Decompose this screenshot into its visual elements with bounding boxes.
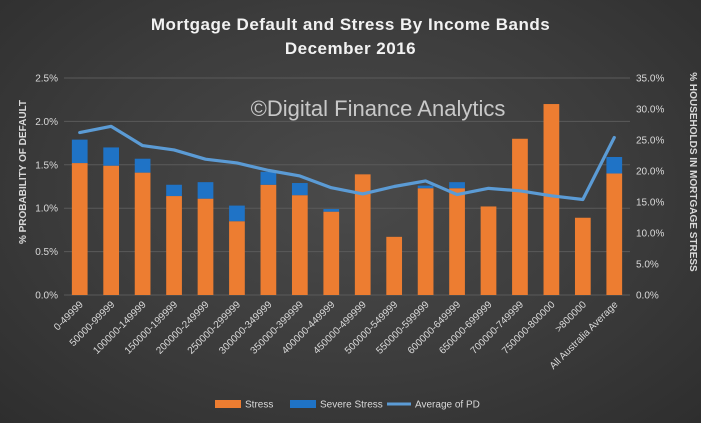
y2-tick-label: 35.0% bbox=[636, 74, 664, 85]
bar-stress bbox=[574, 217, 591, 295]
bar-severe-stress bbox=[606, 156, 623, 174]
y-tick-label: 2.0% bbox=[35, 117, 58, 128]
bar-stress bbox=[134, 172, 151, 295]
bar-severe-stress bbox=[417, 185, 434, 189]
chart-title-line-1: Mortgage Default and Stress By Income Ba… bbox=[151, 15, 550, 34]
y-tick-label: 0.5% bbox=[35, 247, 58, 258]
bar-stress bbox=[229, 221, 245, 295]
bar-stress bbox=[543, 104, 560, 295]
legend-label: Stress bbox=[245, 400, 273, 411]
y2-tick-label: 25.0% bbox=[636, 136, 664, 147]
bar-severe-stress bbox=[134, 158, 151, 173]
y-tick-label: 0.0% bbox=[35, 291, 58, 302]
bar-stress bbox=[323, 211, 340, 295]
bar-stress bbox=[480, 206, 497, 295]
bar-stress bbox=[449, 188, 465, 295]
bar-severe-stress bbox=[291, 183, 308, 196]
bar-severe-stress bbox=[260, 171, 277, 185]
bar-severe-stress bbox=[103, 147, 120, 166]
bar-severe-stress bbox=[229, 205, 245, 222]
bar-stress bbox=[386, 236, 403, 295]
y-tick-label: 2.5% bbox=[35, 74, 58, 85]
bar-stress bbox=[71, 163, 88, 295]
y-tick-label: 1.5% bbox=[35, 160, 58, 171]
y-tick-label: 1.0% bbox=[35, 204, 58, 215]
y2-tick-label: 0.0% bbox=[636, 291, 659, 302]
bar-stress bbox=[166, 196, 182, 295]
bar-stress bbox=[103, 165, 120, 295]
y2-tick-label: 15.0% bbox=[636, 198, 664, 209]
bar-stress bbox=[291, 195, 308, 295]
watermark: ©Digital Finance Analytics bbox=[251, 96, 506, 121]
bar-stress bbox=[197, 198, 214, 295]
bar-stress bbox=[512, 138, 528, 295]
chart-title-line-2: December 2016 bbox=[285, 39, 416, 58]
y2-tick-label: 10.0% bbox=[636, 229, 664, 240]
y2-tick-label: 5.0% bbox=[636, 260, 659, 271]
line-average-of-pd bbox=[78, 124, 616, 202]
bar-severe-stress bbox=[197, 182, 214, 199]
y2-tick-label: 30.0% bbox=[636, 105, 664, 116]
bar-stress bbox=[606, 173, 623, 295]
bar-severe-stress bbox=[71, 139, 88, 164]
bar-stress bbox=[260, 184, 277, 295]
y-axis-title: % PROBABILITY OF DEFAULT bbox=[18, 100, 29, 244]
legend-label: Severe Stress bbox=[320, 400, 383, 411]
y2-axis-title: % HOUSEHOLDS IN MORTGAGE STRESS bbox=[687, 72, 698, 272]
bar-severe-stress bbox=[323, 209, 340, 212]
legend-swatch-severe-stress bbox=[290, 400, 316, 408]
bar-stress bbox=[354, 174, 371, 295]
legend-swatch-stress bbox=[215, 400, 241, 408]
bar-severe-stress bbox=[166, 184, 182, 197]
bar-severe-stress bbox=[449, 182, 465, 189]
legend-label: Average of PD bbox=[415, 400, 480, 411]
bar-stress bbox=[417, 188, 434, 295]
y2-tick-label: 20.0% bbox=[636, 167, 664, 178]
